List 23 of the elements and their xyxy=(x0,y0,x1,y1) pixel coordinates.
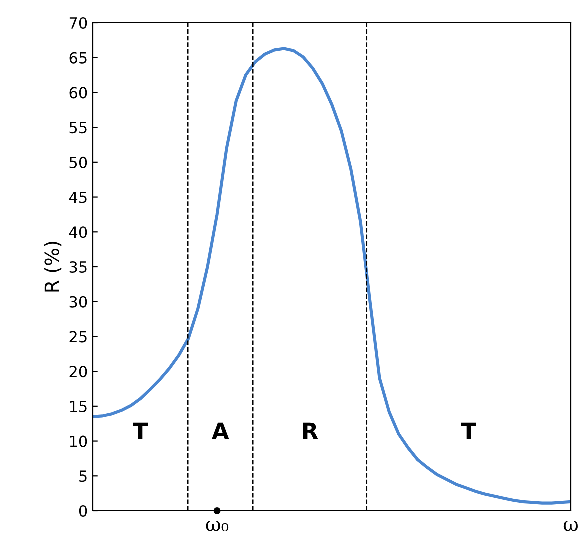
annotation: T xyxy=(133,422,148,440)
y-tick-label: 45 xyxy=(69,192,87,204)
y-tick-label: 55 xyxy=(70,122,87,134)
y-tick-label: 40 xyxy=(69,226,88,238)
y-tick-label: 30 xyxy=(70,296,88,308)
y-tick-label: 10 xyxy=(70,436,88,448)
x-tick-label: ω xyxy=(564,521,578,532)
annotation: A xyxy=(212,422,230,440)
y-tick-label: 60 xyxy=(70,87,88,99)
annotation: R xyxy=(304,422,318,440)
y-tick-label: 0 xyxy=(79,505,88,518)
y-tick-label: 15 xyxy=(70,401,87,412)
y-tick-label: 25 xyxy=(70,331,87,343)
line-series xyxy=(93,47,571,505)
annotation: T xyxy=(461,422,476,440)
y-tick-label: 35 xyxy=(70,261,87,274)
y-tick-label: 5 xyxy=(80,470,87,482)
y-axis-title: R (%) xyxy=(44,242,62,292)
y-tick-label: 65 xyxy=(70,52,87,64)
y-tick-label: 20 xyxy=(70,366,88,378)
x-tick-label: ω₀ xyxy=(206,521,229,532)
y-tick-label: 70 xyxy=(70,17,88,30)
y-tick-label: 50 xyxy=(70,156,88,168)
